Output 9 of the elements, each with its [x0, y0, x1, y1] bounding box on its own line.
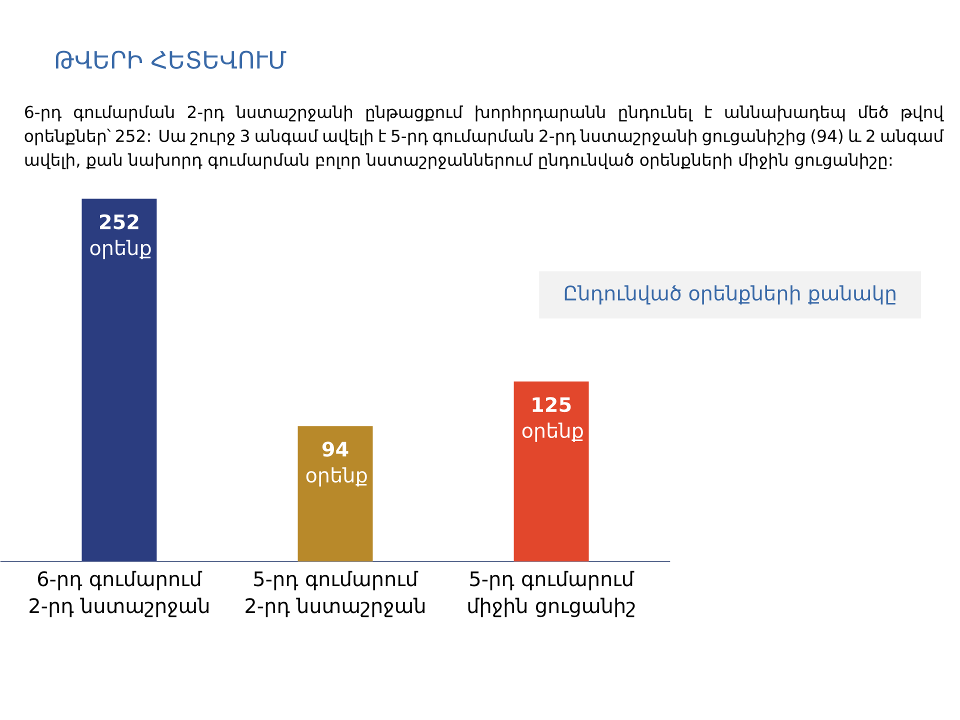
data-label: 125 օրենք: [522, 397, 583, 442]
x-tick-label: 5-րդ գումարում միջին ցուցանիշ: [468, 571, 635, 618]
chart-title: ԹՎԵՐԻ ՀԵՏԵՎՈՒՄ: [56, 50, 286, 70]
text: 6-րդ գումարման 2-րդ նստաշրջանի ընթացքում խորհրդարանն ընդունել է աննախադեպ մեծ թվով օրենքներ՝ 252: Սա շուրջ 3 անգամ ավելի է 5-րդ գումարման 2-րդ նստաշրջանի ցուցանիշից (94) և 2 անգամ ավելի, քան նախորդ գումարման բոլոր նստաշրջաններում ընդունված օրենքների միջին ցուցանիշը:: [24, 106, 944, 170]
x-tick-label: 6-րդ գումարում 2-րդ նստաշրջան: [30, 571, 208, 618]
x-tick-label: 5-րդ գումարում 2-րդ նստաշրջան: [246, 571, 425, 618]
text: Ընդունված օրենքների քանակը: [564, 285, 896, 305]
data-label: 252 օրենք: [90, 214, 151, 260]
data-label: 94 օրենք: [306, 442, 367, 487]
